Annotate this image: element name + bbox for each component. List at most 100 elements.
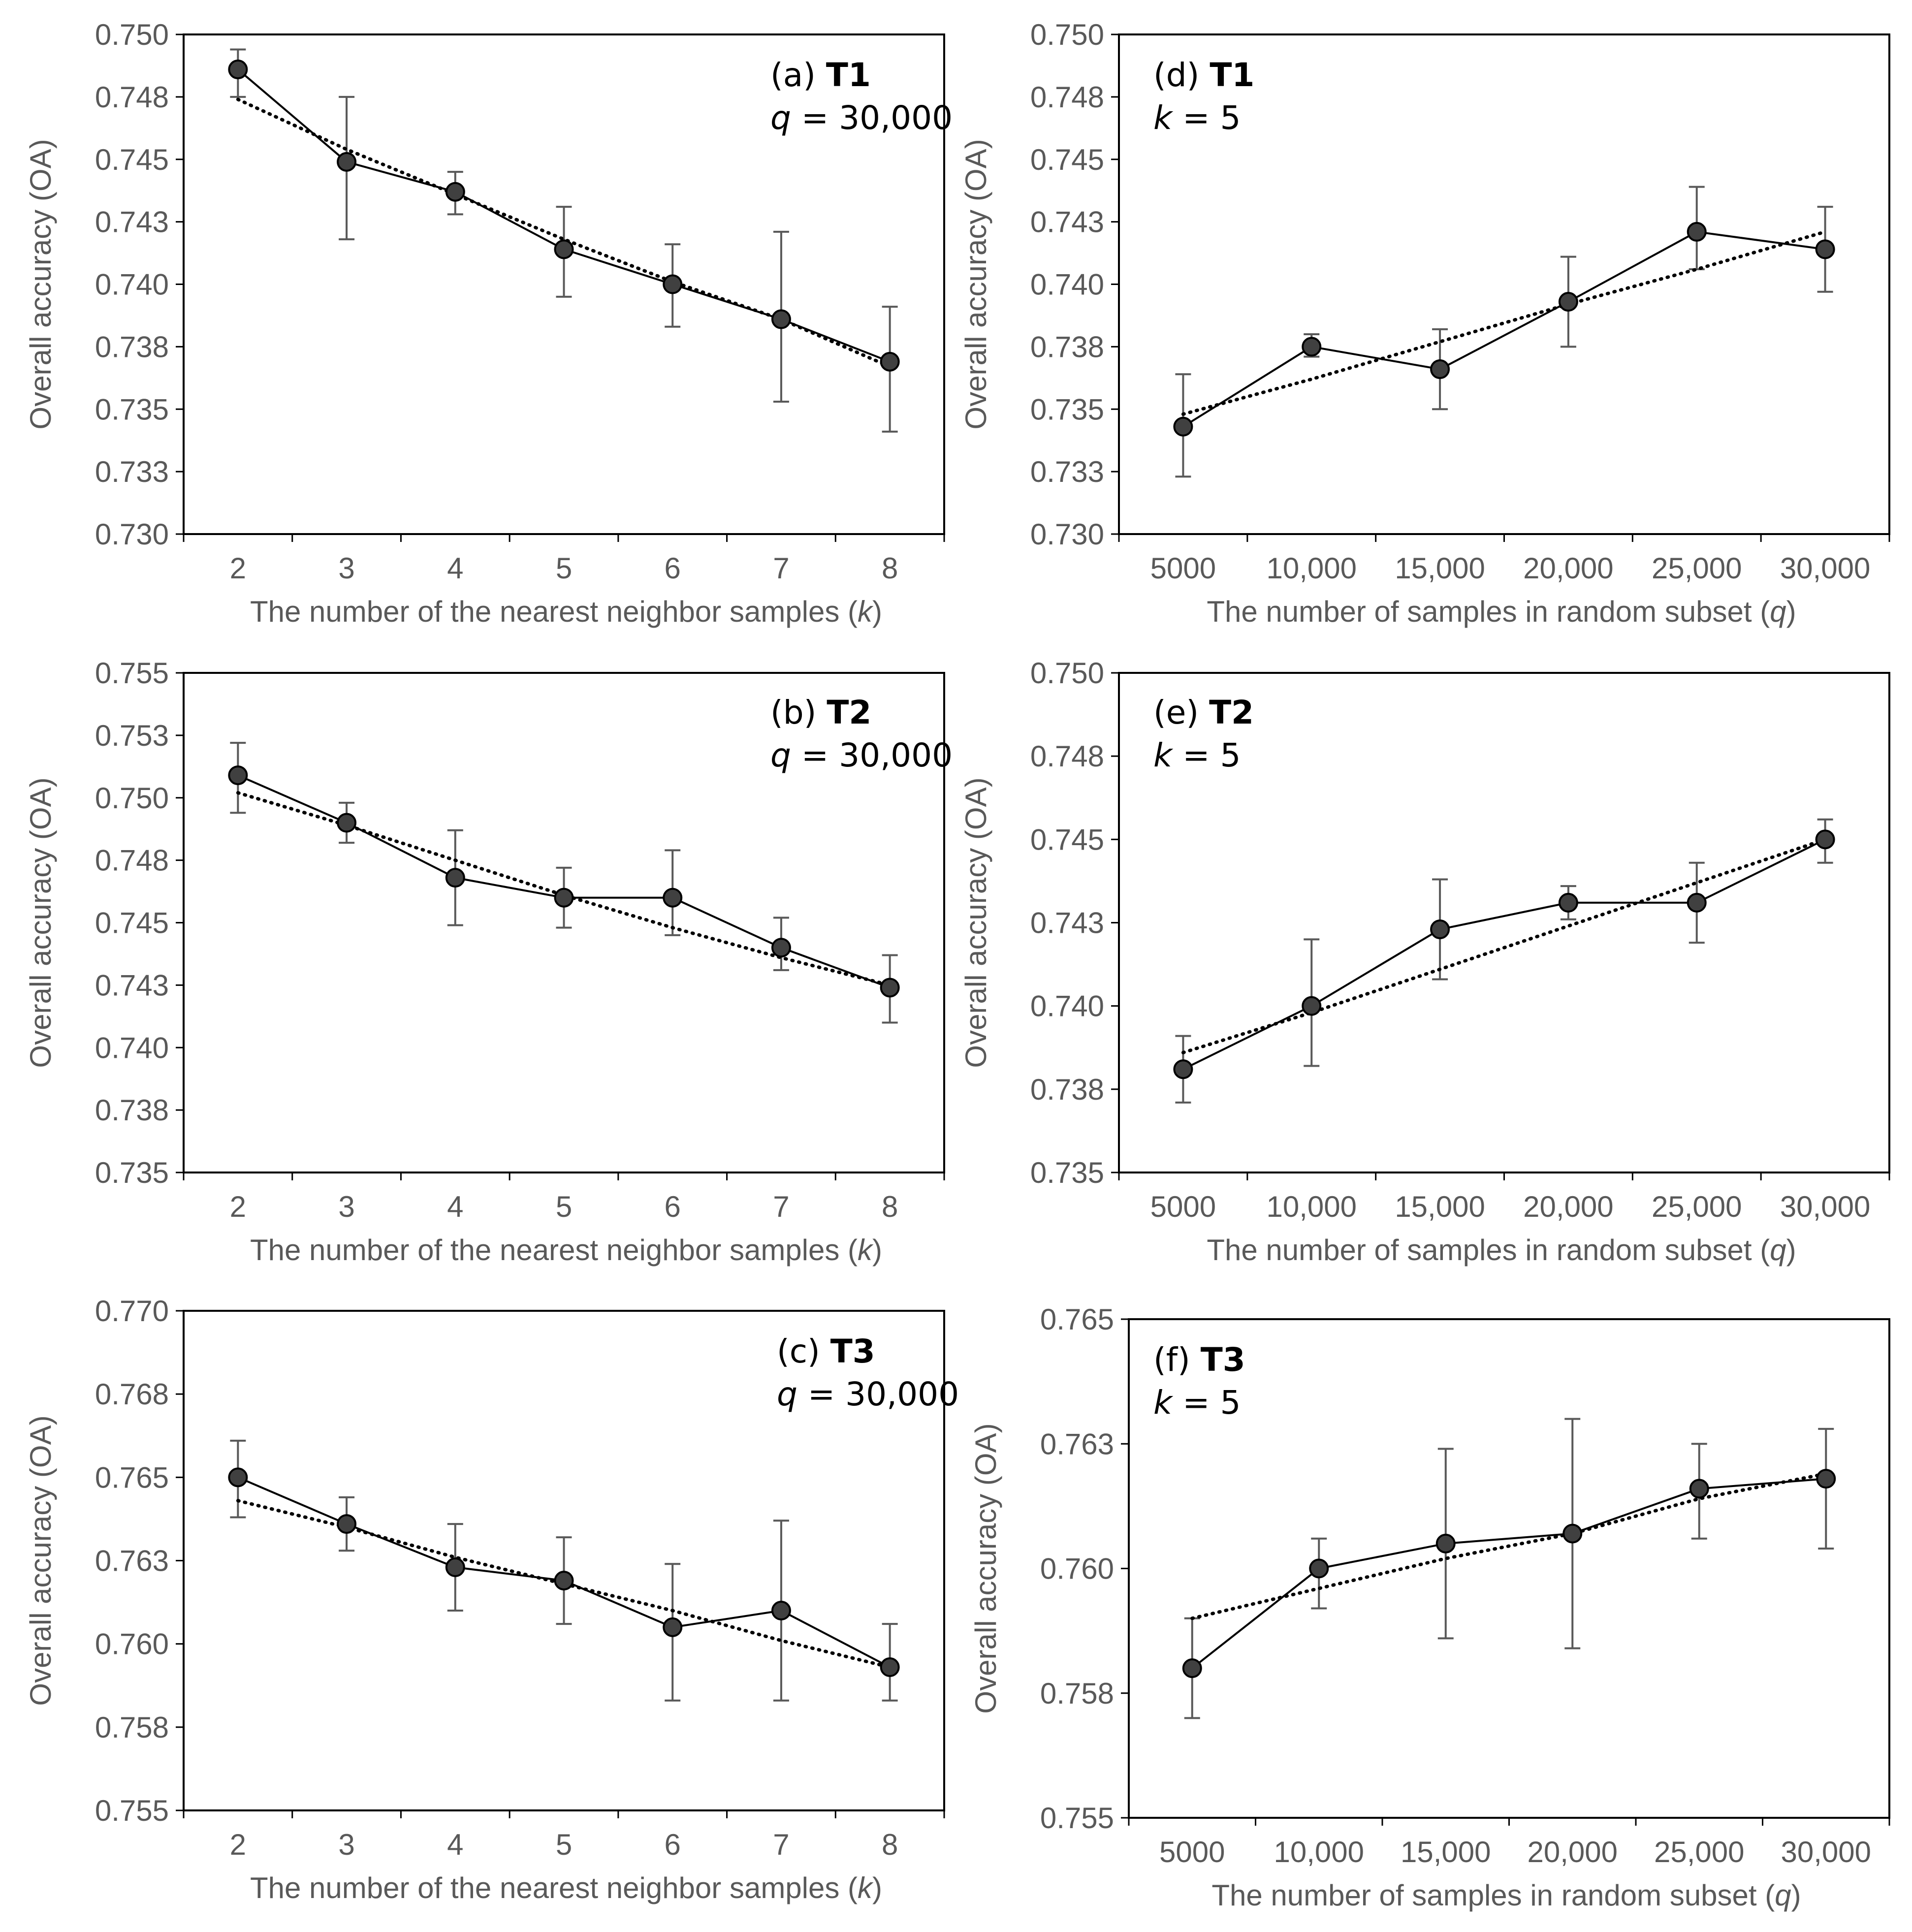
data-point <box>663 274 683 294</box>
data-point <box>663 887 683 908</box>
data-point <box>1558 292 1578 312</box>
data-point <box>1435 1533 1456 1553</box>
panel-tag: (a) <box>770 56 826 94</box>
y-tick-label: 0.758 <box>95 1711 169 1744</box>
x-axis-label-var: q <box>1770 595 1786 628</box>
x-tick-label: 20,000 <box>1523 1190 1614 1223</box>
data-point <box>771 309 791 329</box>
x-axis-label: The number of the nearest neighbor sampl… <box>250 595 882 628</box>
data-point <box>228 765 248 786</box>
panel-annotation-param: q = 30,000 <box>777 1375 959 1413</box>
y-tick-label: 0.738 <box>1030 330 1104 363</box>
trend-line <box>1181 837 1827 1054</box>
panel-tag: (e) <box>1153 694 1209 731</box>
data-point <box>445 182 465 202</box>
data-point <box>337 152 357 172</box>
y-tick-label: 0.750 <box>95 782 169 815</box>
x-axis-label-var: k <box>858 595 874 628</box>
data-point <box>337 813 357 833</box>
y-tick-label: 0.743 <box>1030 206 1104 239</box>
panel-annotation-param: q = 30,000 <box>770 99 953 137</box>
data-point <box>1430 359 1450 380</box>
chart-panel-c: 0.755 0.758 0.760 0.763 0.765 0.768 0.770 2 3 4 5 6… <box>24 1295 959 1904</box>
param-symbol: k <box>1153 99 1174 137</box>
y-tick-label: 0.733 <box>1030 455 1104 488</box>
data-point <box>1562 1523 1583 1544</box>
chart-panel-a: 0.730 0.733 0.735 0.738 0.740 0.743 0.745 0.748… <box>24 18 953 628</box>
y-tick-label: 0.750 <box>1030 18 1104 51</box>
y-tick-label: 0.755 <box>95 1794 169 1827</box>
x-tick-label: 8 <box>882 552 898 585</box>
x-axis-label-close: ) <box>1786 1234 1796 1267</box>
data-point <box>1558 892 1578 913</box>
y-tick-label: 0.748 <box>95 844 169 877</box>
x-tick-label: 10,000 <box>1274 1836 1364 1869</box>
param-symbol: k <box>1153 1384 1174 1422</box>
x-tick-label: 4 <box>447 1828 463 1861</box>
data-point <box>228 60 248 80</box>
x-tick-label: 5 <box>556 1190 572 1223</box>
x-tick-label: 15,000 <box>1395 1190 1485 1223</box>
y-tick-label: 0.745 <box>95 907 169 940</box>
y-axis-label: Overall accuracy (OA) <box>959 777 992 1068</box>
panel-series-label: T3 <box>830 1332 875 1370</box>
panel-annotation-title: (d) T1 <box>1153 56 1254 94</box>
x-axis-label: The number of the nearest neighbor sampl… <box>250 1871 882 1904</box>
data-point <box>554 1571 574 1591</box>
y-tick-label: 0.730 <box>95 518 169 551</box>
x-axis-label: The number of samples in random subset (… <box>1207 1234 1796 1267</box>
chart-panel-f: 0.755 0.758 0.760 0.763 0.765 5000 10,000 15,00… <box>969 1303 1890 1912</box>
plot-frame <box>1128 1318 1890 1819</box>
x-axis-label: The number of samples in random subset (… <box>1211 1879 1801 1912</box>
param-eq: = <box>791 99 839 137</box>
data-point <box>1173 1059 1193 1079</box>
data-point <box>880 351 900 372</box>
param-eq: = <box>791 736 839 774</box>
panel-series-label: T2 <box>1209 694 1254 731</box>
panel-annotation-title: (b) T2 <box>770 694 871 731</box>
panel-annotation-title: (a) T1 <box>770 56 871 94</box>
data-point <box>1816 1469 1836 1489</box>
data-point <box>554 239 574 259</box>
x-tick-label: 7 <box>773 1828 789 1861</box>
trend-line <box>1190 1472 1828 1620</box>
chart-panel-b: 0.735 0.738 0.740 0.743 0.745 0.748 0.750 0.753… <box>24 657 953 1267</box>
x-tick-label: 15,000 <box>1395 552 1485 585</box>
y-tick-label: 0.750 <box>95 18 169 51</box>
data-point <box>663 1617 683 1637</box>
data-point <box>1689 1479 1709 1499</box>
panel-annotation-title: (e) T2 <box>1153 694 1254 731</box>
data-point <box>1815 829 1835 850</box>
y-tick-label: 0.750 <box>1030 657 1104 690</box>
x-tick-label: 5000 <box>1150 552 1216 585</box>
y-axis-label: Overall accuracy (OA) <box>969 1423 1002 1713</box>
y-tick-label: 0.760 <box>95 1628 169 1661</box>
y-tick-label: 0.763 <box>1040 1427 1114 1460</box>
param-value: 30,000 <box>845 1375 959 1413</box>
x-axis-label-close: ) <box>1786 595 1796 628</box>
x-axis-label-text: The number of the nearest neighbor sampl… <box>250 1871 858 1904</box>
y-tick-label: 0.755 <box>1040 1802 1114 1835</box>
panel-annotation-param: k = 5 <box>1153 99 1241 137</box>
data-point <box>554 887 574 908</box>
param-eq: = <box>797 1375 845 1413</box>
x-tick-label: 5000 <box>1159 1836 1225 1869</box>
x-tick-label: 30,000 <box>1781 1836 1871 1869</box>
param-value: 30,000 <box>839 99 953 137</box>
y-tick-label: 0.735 <box>95 1156 169 1189</box>
y-tick-label: 0.730 <box>1030 518 1104 551</box>
x-tick-label: 6 <box>665 1190 681 1223</box>
x-axis-label: The number of the nearest neighbor sampl… <box>250 1234 882 1267</box>
y-tick-label: 0.738 <box>95 1094 169 1127</box>
param-eq: = <box>1172 1384 1220 1422</box>
x-axis-label-close: ) <box>872 1871 882 1904</box>
y-tick-label: 0.745 <box>1030 823 1104 856</box>
data-point <box>1302 996 1322 1016</box>
x-axis-label-var: q <box>1775 1879 1791 1912</box>
chart-panel-e: 0.735 0.738 0.740 0.743 0.745 0.748 0.750 5000 1… <box>959 657 1890 1267</box>
y-tick-label: 0.740 <box>1030 990 1104 1023</box>
y-tick-label: 0.740 <box>95 268 169 301</box>
y-tick-label: 0.748 <box>1030 740 1104 773</box>
y-tick-label: 0.740 <box>95 1031 169 1064</box>
x-tick-label: 5 <box>556 1828 572 1861</box>
